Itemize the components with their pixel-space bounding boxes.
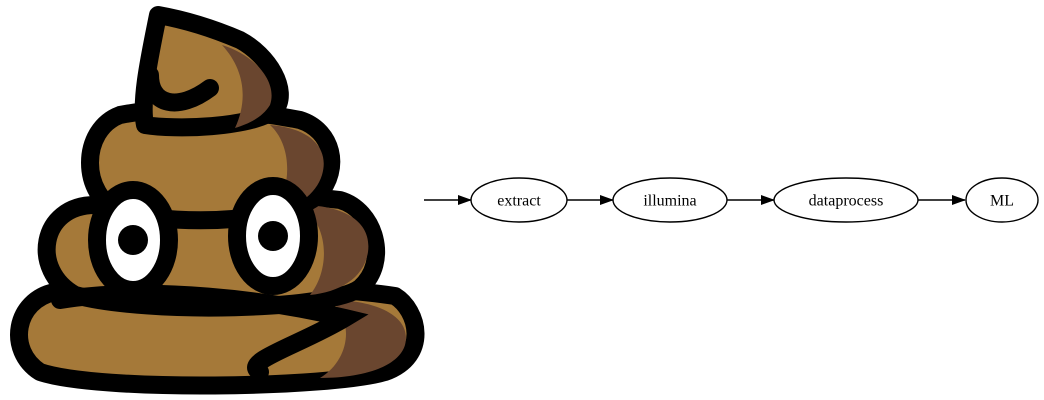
right-eye — [228, 177, 318, 295]
node-dataprocess: dataprocess — [773, 177, 919, 223]
node-illumina: illumina — [612, 177, 728, 223]
poo-upper-shade — [270, 125, 324, 212]
poo-top-shade — [222, 45, 272, 128]
poo-bottom-shade — [320, 300, 406, 378]
node-extract: extract — [470, 177, 568, 223]
node-illumina-label: illumina — [643, 193, 696, 210]
node-extract-label: extract — [497, 193, 541, 210]
node-ml-label: ML — [990, 193, 1014, 210]
node-dataprocess-label: dataprocess — [809, 193, 884, 210]
poo-middle-shade — [300, 205, 369, 295]
poo-top-curl — [141, 66, 219, 112]
left-eye — [88, 181, 178, 299]
pile-of-poo-icon — [10, 6, 425, 395]
pipeline-diagram: extract illumina dataprocess ML — [424, 177, 1039, 223]
node-ml: ML — [965, 177, 1039, 223]
